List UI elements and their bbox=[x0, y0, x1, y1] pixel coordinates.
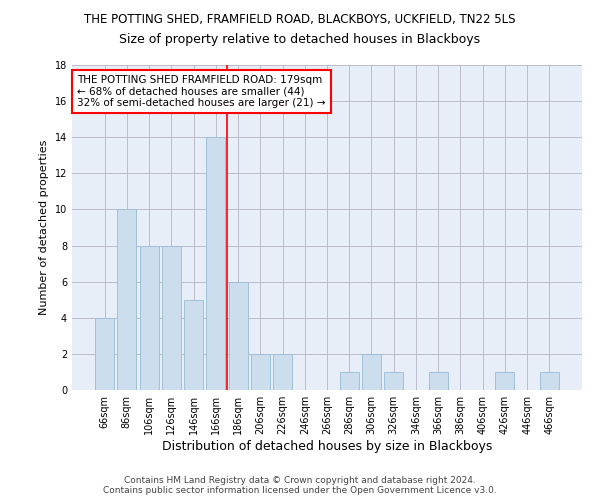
Bar bbox=[384, 372, 403, 390]
Bar bbox=[184, 300, 203, 390]
Bar bbox=[206, 137, 225, 390]
Bar bbox=[362, 354, 381, 390]
Bar bbox=[140, 246, 158, 390]
Bar bbox=[273, 354, 292, 390]
X-axis label: Distribution of detached houses by size in Blackboys: Distribution of detached houses by size … bbox=[162, 440, 492, 453]
Text: Contains HM Land Registry data © Crown copyright and database right 2024.
Contai: Contains HM Land Registry data © Crown c… bbox=[103, 476, 497, 495]
Bar bbox=[118, 210, 136, 390]
Y-axis label: Number of detached properties: Number of detached properties bbox=[39, 140, 49, 315]
Bar bbox=[496, 372, 514, 390]
Bar bbox=[251, 354, 270, 390]
Bar bbox=[429, 372, 448, 390]
Bar bbox=[540, 372, 559, 390]
Text: THE POTTING SHED FRAMFIELD ROAD: 179sqm
← 68% of detached houses are smaller (44: THE POTTING SHED FRAMFIELD ROAD: 179sqm … bbox=[77, 74, 326, 108]
Bar bbox=[229, 282, 248, 390]
Bar bbox=[340, 372, 359, 390]
Text: Size of property relative to detached houses in Blackboys: Size of property relative to detached ho… bbox=[119, 32, 481, 46]
Bar bbox=[162, 246, 181, 390]
Text: THE POTTING SHED, FRAMFIELD ROAD, BLACKBOYS, UCKFIELD, TN22 5LS: THE POTTING SHED, FRAMFIELD ROAD, BLACKB… bbox=[84, 12, 516, 26]
Bar bbox=[95, 318, 114, 390]
